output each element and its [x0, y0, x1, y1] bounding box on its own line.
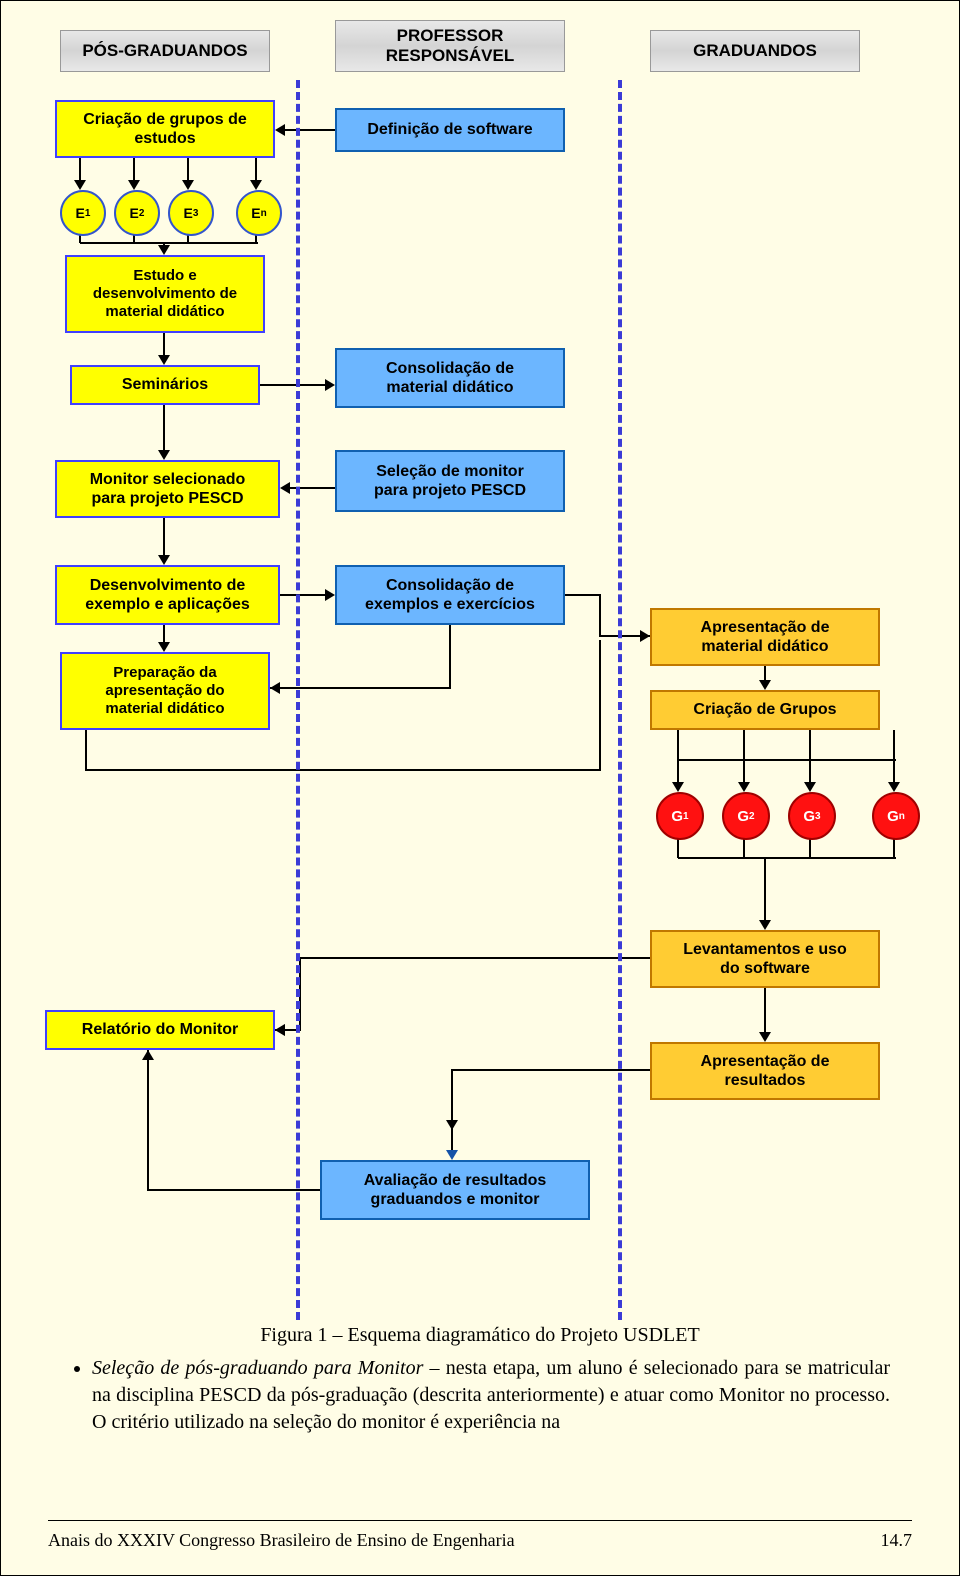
body-text: Figura 1 – Esquema diagramático do Proje…	[70, 1322, 890, 1436]
circle-e3: E3	[168, 190, 214, 236]
node-monsel: Monitor selecionadopara projeto PESCD	[55, 460, 280, 518]
node-desenv: Desenvolvimento deexemplo e aplicações	[55, 565, 280, 625]
circle-g1: G1	[656, 792, 704, 840]
circle-g2: G2	[722, 792, 770, 840]
node-semin: Seminários	[70, 365, 260, 405]
footer-right: 14.7	[881, 1530, 913, 1551]
node-prep: Preparação daapresentação domaterial did…	[60, 652, 270, 730]
hdr-pos: PÓS-GRADUANDOS	[60, 30, 270, 72]
circle-e2: E2	[114, 190, 160, 236]
swimlane-divider	[296, 80, 300, 1320]
footer-left: Anais do XXXIV Congresso Brasileiro de E…	[48, 1530, 515, 1551]
node-relat: Relatório do Monitor	[45, 1010, 275, 1050]
swimlane-divider	[618, 80, 622, 1320]
node-criacao: Criação de grupos deestudos	[55, 100, 275, 158]
node-criagrp: Criação de Grupos	[650, 690, 880, 730]
node-aval: Avaliação de resultadosgraduandos e moni…	[320, 1160, 590, 1220]
figure-caption: Figura 1 – Esquema diagramático do Proje…	[70, 1322, 890, 1349]
page-footer: Anais do XXXIV Congresso Brasileiro de E…	[48, 1530, 912, 1551]
node-defsoft: Definição de software	[335, 108, 565, 152]
body-bullet-list: Seleção de pós-graduando para Monitor – …	[92, 1355, 890, 1436]
node-levant: Levantamentos e usodo software	[650, 930, 880, 988]
node-apres1: Apresentação dematerial didático	[650, 608, 880, 666]
node-estudo: Estudo edesenvolvimento dematerial didát…	[65, 255, 265, 333]
hdr-prof: PROFESSORRESPONSÁVEL	[335, 20, 565, 72]
circle-en: En	[236, 190, 282, 236]
node-consol1: Consolidação dematerial didático	[335, 348, 565, 408]
circle-e1: E1	[60, 190, 106, 236]
circle-gn: Gn	[872, 792, 920, 840]
node-selmon: Seleção de monitorpara projeto PESCD	[335, 450, 565, 512]
circle-g3: G3	[788, 792, 836, 840]
hdr-grad: GRADUANDOS	[650, 30, 860, 72]
node-apres2: Apresentação deresultados	[650, 1042, 880, 1100]
node-consol2: Consolidação deexemplos e exercícios	[335, 565, 565, 625]
footer-rule	[48, 1520, 912, 1521]
